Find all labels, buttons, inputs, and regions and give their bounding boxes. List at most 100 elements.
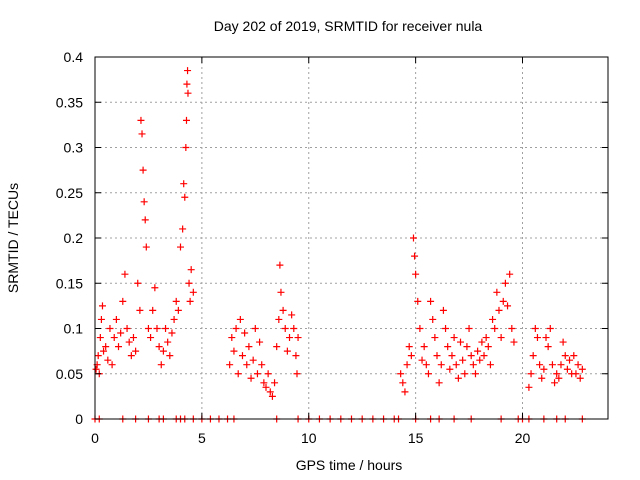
data-point	[290, 325, 298, 332]
data-point	[256, 338, 264, 346]
data-point	[108, 361, 116, 369]
data-point	[457, 338, 465, 346]
data-point	[243, 361, 251, 369]
y-tick-label: 0.4	[64, 49, 84, 65]
data-point	[570, 352, 578, 360]
data-point	[557, 361, 565, 369]
x-tick-label: 0	[91, 430, 99, 446]
data-point	[566, 356, 574, 364]
data-point	[491, 325, 499, 332]
data-point	[183, 80, 191, 88]
data-point	[234, 370, 242, 378]
data-point	[141, 216, 149, 224]
data-point	[292, 352, 300, 360]
data-point	[497, 334, 505, 342]
data-point	[166, 352, 174, 360]
data-point	[181, 193, 189, 201]
data-point	[482, 334, 490, 342]
x-tick-label: 5	[198, 430, 206, 446]
data-point	[268, 392, 276, 400]
data-point	[510, 338, 518, 346]
data-point	[474, 347, 482, 355]
data-point	[495, 306, 503, 314]
data-point	[431, 334, 439, 342]
data-point	[139, 166, 147, 174]
data-point	[170, 315, 178, 323]
data-point	[276, 261, 284, 269]
y-tick-label: 0.05	[56, 366, 83, 382]
data-point	[112, 315, 120, 323]
grid-lines	[95, 57, 608, 419]
data-point	[461, 370, 469, 378]
data-point	[134, 279, 142, 287]
data-point	[480, 352, 488, 360]
data-point	[159, 347, 167, 355]
data-point	[179, 225, 187, 233]
data-point	[180, 180, 188, 188]
data-point	[273, 343, 281, 351]
data-point	[232, 325, 240, 332]
data-point	[125, 338, 133, 346]
data-point	[493, 288, 501, 296]
data-point	[501, 279, 509, 287]
data-point	[174, 306, 182, 314]
data-point	[249, 356, 257, 364]
data-point	[486, 361, 494, 369]
data-point	[119, 297, 127, 305]
data-point	[559, 338, 567, 346]
y-axis-ticks: 0 0.05 0.1 0.15 0.2 0.25 0.3 0.35 0.4	[56, 49, 608, 427]
data-point	[153, 325, 161, 332]
data-point	[553, 370, 561, 378]
data-point	[437, 361, 445, 369]
data-point	[251, 325, 259, 332]
data-point	[182, 144, 190, 151]
data-point	[226, 361, 234, 369]
data-point	[102, 343, 110, 351]
data-point	[136, 306, 144, 314]
data-point	[115, 343, 123, 351]
data-point	[127, 352, 135, 360]
data-point	[405, 343, 413, 351]
data-point	[104, 356, 112, 364]
data-point	[138, 130, 146, 138]
data-point	[401, 388, 409, 396]
data-point	[412, 270, 420, 278]
data-point	[241, 329, 249, 337]
data-points	[91, 67, 586, 423]
data-point	[444, 343, 452, 351]
data-point	[110, 334, 118, 342]
data-point	[448, 352, 456, 360]
data-point	[418, 356, 426, 364]
y-tick-label: 0	[75, 411, 83, 427]
data-point	[536, 361, 544, 369]
data-point	[561, 352, 569, 360]
data-point	[271, 379, 279, 387]
data-point	[279, 306, 287, 314]
data-point	[397, 370, 405, 378]
data-point	[435, 379, 443, 387]
data-point	[439, 306, 447, 314]
data-point	[230, 347, 238, 355]
data-point	[551, 379, 559, 387]
data-point	[162, 325, 170, 332]
y-tick-label: 0.35	[56, 94, 83, 110]
data-point	[94, 352, 102, 360]
data-point	[411, 252, 419, 260]
data-point	[476, 356, 484, 364]
data-point	[132, 347, 140, 355]
data-point	[275, 315, 283, 323]
data-point	[260, 379, 268, 387]
data-point	[484, 343, 492, 351]
data-point	[427, 297, 435, 305]
data-point	[155, 343, 163, 351]
x-tick-label: 20	[515, 430, 531, 446]
data-point	[463, 343, 471, 351]
data-point	[106, 325, 114, 332]
data-point	[546, 325, 554, 332]
data-point	[465, 325, 473, 332]
data-point	[98, 302, 106, 310]
data-point	[177, 243, 184, 251]
data-point	[420, 343, 428, 351]
data-point	[454, 374, 462, 382]
